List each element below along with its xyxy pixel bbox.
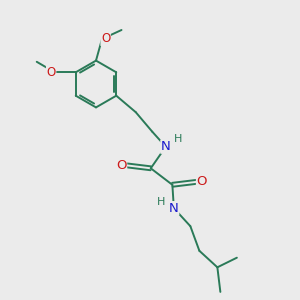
Text: O: O — [116, 159, 127, 172]
Text: O: O — [101, 32, 110, 46]
Text: H: H — [174, 134, 183, 144]
Text: H: H — [157, 197, 166, 207]
Text: N: N — [161, 140, 171, 153]
Text: N: N — [169, 202, 179, 215]
Text: O: O — [196, 175, 207, 188]
Text: O: O — [46, 66, 56, 79]
